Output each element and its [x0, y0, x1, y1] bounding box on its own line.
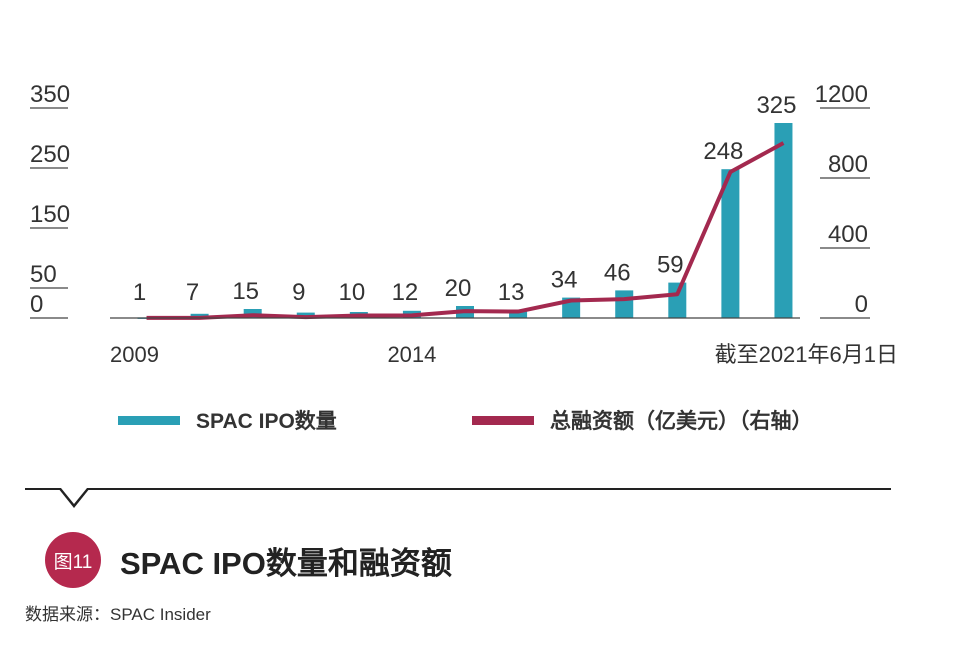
data-label: 7 [186, 279, 199, 306]
bar [721, 169, 740, 318]
legend-item-bar: SPAC IPO数量 [118, 405, 337, 435]
source-note: 数据来源：SPAC Insider [25, 605, 211, 624]
divider-notch-inner [61, 488, 87, 504]
y-left-tick-label: 250 [30, 141, 70, 168]
legend-swatch-bar [118, 415, 180, 425]
series-line [146, 141, 785, 320]
x-tick-label: 截至2021年6月1日 [715, 342, 898, 367]
y-left-tick-label: 50 [30, 261, 57, 288]
bar [615, 290, 634, 318]
bar [668, 282, 687, 318]
data-label: 10 [338, 279, 365, 306]
data-label: 325 [756, 92, 796, 119]
data-labels: 1 7 15 9 10 12 20 13 34 46 59 248 325 [133, 92, 797, 306]
divider [25, 488, 891, 490]
y-right-tick-label: 800 [828, 151, 868, 178]
y-left-tick-label: 0 [30, 291, 43, 318]
line-series [146, 141, 785, 320]
data-label: 12 [392, 279, 419, 306]
legend-label-line: 总融资额（亿美元）（右轴） [550, 410, 813, 433]
y-left-tick-label: 350 [30, 81, 70, 108]
y-right-tick-label: 0 [855, 291, 868, 318]
data-label: 59 [657, 252, 684, 279]
legend-swatch-line [472, 415, 534, 425]
data-label: 248 [703, 138, 743, 165]
bar [774, 123, 793, 318]
data-label: 15 [232, 278, 259, 305]
data-label: 46 [604, 259, 631, 286]
data-label: 13 [498, 279, 525, 306]
bar [509, 310, 528, 318]
data-label: 1 [133, 279, 146, 306]
data-label: 34 [551, 267, 578, 294]
combo-chart: 0 50 150 250 350 0 400 800 1200 1 7 15 9 10 12 20 13 34… [30, 81, 898, 367]
y-right-tick-label: 1200 [815, 81, 868, 108]
x-tick-label: 2009 [110, 342, 159, 367]
data-label: 9 [292, 279, 305, 306]
legend-item-line: 总融资额（亿美元）（右轴） [472, 405, 813, 435]
chart-title: SPAC IPO数量和融资额 [120, 546, 452, 581]
data-label: 20 [445, 275, 472, 302]
right-axis: 0 400 800 1200 [815, 81, 870, 319]
left-axis: 0 50 150 250 350 [30, 81, 70, 319]
y-right-tick-label: 400 [828, 221, 868, 248]
figure-badge: 图11 [45, 532, 101, 588]
x-axis: 2009 2014 截至2021年6月1日 [110, 317, 898, 367]
x-tick-label: 2014 [387, 342, 436, 367]
legend-label-bar: SPAC IPO数量 [196, 410, 337, 433]
y-left-tick-label: 150 [30, 201, 70, 228]
